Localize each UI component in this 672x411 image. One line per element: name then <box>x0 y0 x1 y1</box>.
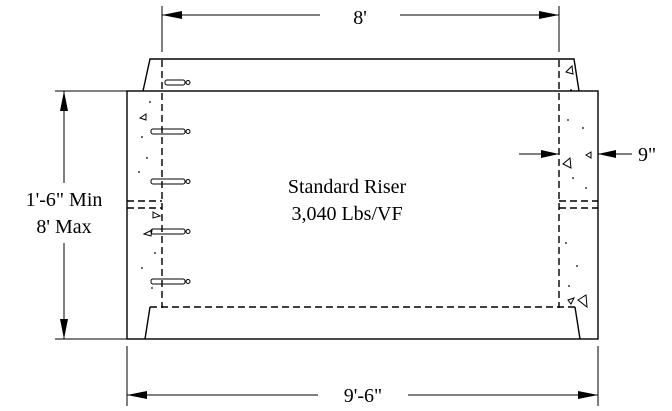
top-dimension: 8' <box>161 2 560 52</box>
top-width-label: 8' <box>353 7 367 29</box>
wall-thickness-dimension: 9" <box>519 144 656 166</box>
height-min-label: 1'-6" Min <box>26 189 103 211</box>
ladder-rungs <box>150 79 191 285</box>
ladder-rung <box>150 128 191 135</box>
riser-name: Standard Riser <box>288 176 407 198</box>
ladder-rung <box>150 178 191 185</box>
bottom-width-label: 9'-6" <box>344 385 382 407</box>
riser-body <box>126 60 599 340</box>
concrete-hatch <box>138 64 592 309</box>
wall-thickness-label: 9" <box>638 144 656 166</box>
ladder-rung <box>150 228 191 235</box>
height-max-label: 8' Max <box>36 216 91 238</box>
riser-top-joint <box>142 58 580 92</box>
ladder-rung <box>164 79 191 86</box>
height-dimension: 1'-6" Min 8' Max <box>26 90 127 340</box>
bottom-dimension: 9'-6" <box>126 346 599 407</box>
ladder-rung <box>150 278 191 285</box>
riser-weight: 3,040 Lbs/VF <box>291 203 402 225</box>
riser-label: Standard Riser 3,040 Lbs/VF <box>288 176 407 225</box>
